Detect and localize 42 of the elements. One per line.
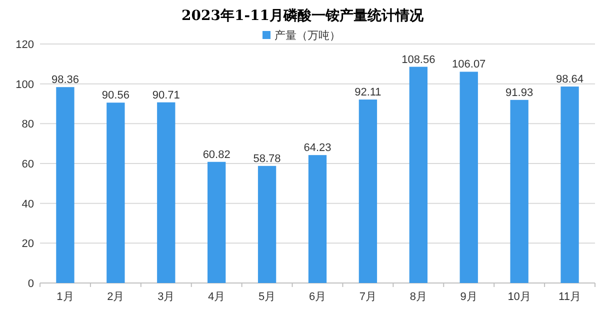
x-tick-label: 3月 (158, 291, 175, 303)
bar (560, 86, 579, 283)
y-tick-label: 20 (22, 238, 34, 250)
bar (460, 72, 478, 283)
bar (208, 162, 226, 283)
y-tick-label: 100 (16, 78, 34, 91)
x-tick-label: 5月 (258, 291, 276, 303)
x-tick-label: 4月 (208, 291, 226, 303)
x-tick-label: 9月 (460, 291, 478, 303)
bar (157, 102, 176, 283)
x-tick-label: 8月 (410, 291, 427, 303)
data-label: 58.78 (253, 152, 281, 165)
data-label: 98.64 (556, 74, 584, 86)
data-label: 91.93 (506, 86, 534, 99)
x-tick-label: 6月 (308, 291, 326, 303)
bar (258, 166, 276, 283)
bar (409, 66, 428, 283)
bar (308, 155, 327, 283)
x-tick-label: 7月 (359, 291, 377, 303)
legend-label: 产量（万吨） (274, 29, 340, 42)
y-tick-label: 40 (22, 198, 34, 210)
bar (56, 87, 74, 283)
x-tick-label: 11月 (558, 291, 581, 303)
bar (106, 102, 125, 283)
data-label: 98.36 (51, 74, 79, 86)
data-label: 90.56 (102, 90, 130, 102)
y-tick-label: 60 (22, 158, 34, 170)
data-label: 60.82 (202, 148, 230, 161)
y-tick-label: 80 (22, 118, 34, 131)
x-tick-label: 2月 (107, 291, 124, 303)
data-label: 92.11 (354, 86, 382, 99)
data-label: 108.56 (402, 54, 436, 66)
data-label: 90.71 (152, 89, 180, 102)
bar (358, 100, 378, 283)
bar (510, 100, 528, 283)
y-tick-label: 120 (16, 39, 34, 51)
data-label: 106.07 (452, 58, 486, 71)
x-tick-label: 10月 (508, 291, 531, 303)
chart-title: 2023年1-11月磷酸一铵产量统计情况 (182, 7, 424, 24)
y-tick-label: 0 (28, 278, 34, 290)
data-label: 64.23 (304, 142, 332, 154)
x-tick-label: 1月 (56, 291, 74, 303)
